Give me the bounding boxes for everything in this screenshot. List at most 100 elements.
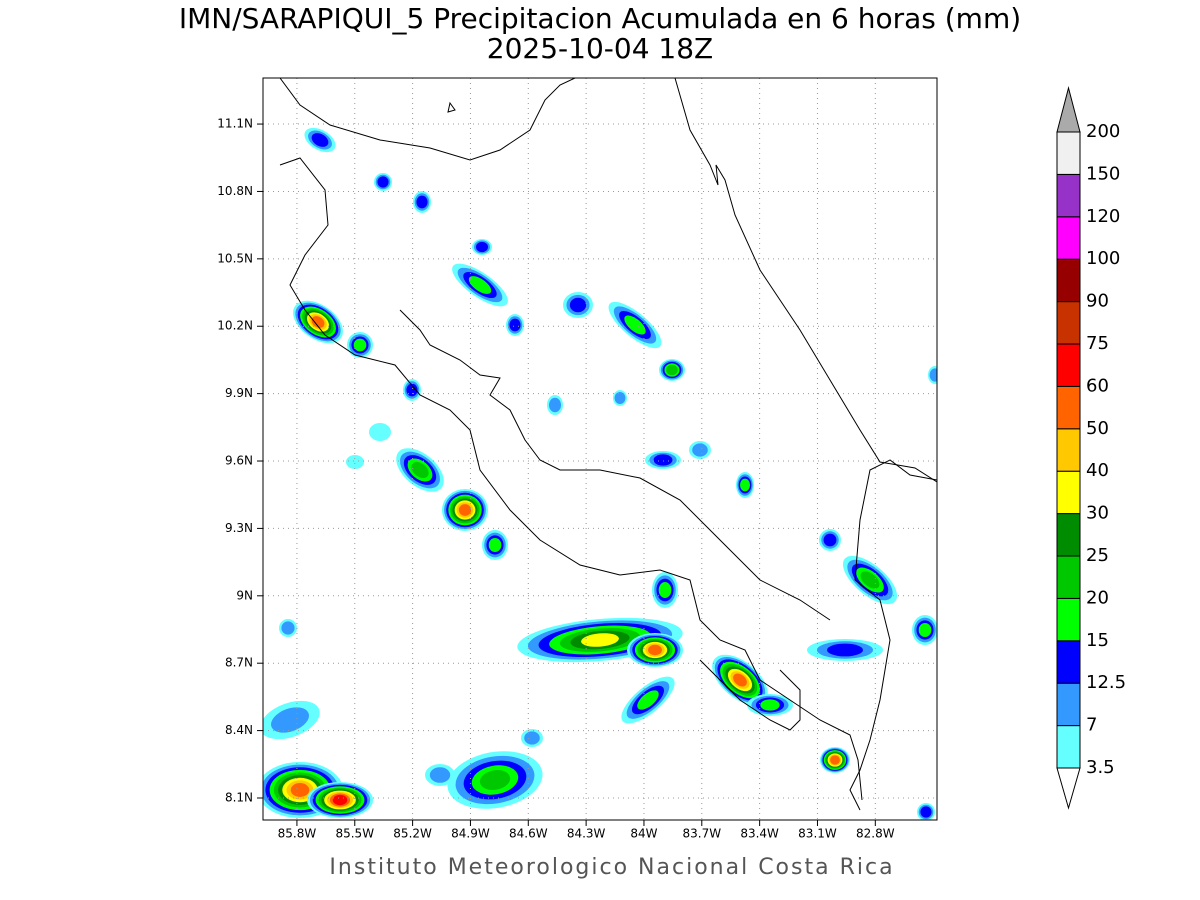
rain-area: [509, 318, 521, 332]
x-tick-label: 83.1W: [798, 827, 837, 841]
rain-area: [377, 176, 389, 188]
rain-area: [549, 397, 561, 413]
rain-area: [476, 241, 488, 253]
rain-area: [860, 571, 880, 589]
y-tick-label: 9.6N: [225, 454, 253, 468]
x-tick-label: 84W: [630, 827, 657, 841]
rain-area: [920, 806, 932, 818]
y-tick-label: 10.8N: [217, 184, 253, 198]
y-tick-label: 8.1N: [225, 790, 253, 804]
colorbar-under: [1056, 767, 1081, 810]
colorbar-band: [1056, 301, 1081, 345]
rain-area: [346, 455, 364, 469]
colorbar-band: [1056, 640, 1081, 684]
rain-area: [760, 699, 780, 711]
coastlines: [279, 78, 937, 811]
colorbar-label: 100: [1086, 248, 1120, 269]
colorbar-label: 60: [1086, 375, 1109, 396]
rain-area: [692, 443, 708, 457]
rain-area: [468, 276, 492, 294]
colorbar-band: [1056, 682, 1081, 727]
x-tick-label: 85.5W: [335, 827, 374, 841]
colorbar-band: [1056, 385, 1081, 430]
y-tick-label: 10.5N: [217, 251, 253, 265]
rain-area: [733, 673, 747, 687]
coastline: [854, 459, 937, 581]
colorbar-band: [1056, 555, 1081, 599]
x-tick-label: 83.7W: [682, 827, 721, 841]
subtitle: 2025-10-04 18Z: [487, 32, 713, 65]
x-tick-label: 84.3W: [567, 827, 606, 841]
rain-area: [830, 755, 840, 765]
y-tick-label: 9.3N: [225, 521, 253, 535]
colorbar-label: 200: [1086, 121, 1120, 142]
rain-area: [581, 633, 619, 647]
colorbar-band: [1056, 343, 1081, 387]
rain-area: [416, 195, 428, 209]
rain-area: [658, 582, 672, 598]
x-tick-label: 85.2W: [393, 827, 432, 841]
grid: 85.8W 85.5W 85.2W 84.9W 84.6W 84.3W 84W 83.7W 83…: [217, 78, 937, 841]
y-tick-label: 10.2N: [217, 319, 253, 333]
rain-area: [524, 731, 540, 745]
rain-area: [648, 644, 662, 656]
rain-area: [653, 454, 673, 466]
x-tick-label: 82.8W: [856, 827, 895, 841]
rain-area: [929, 368, 937, 382]
colorbar-label: 3.5: [1086, 757, 1115, 778]
island: [447, 101, 456, 113]
x-tick-label: 83.4W: [740, 827, 779, 841]
coastline: [279, 157, 863, 801]
colorbar-label: 25: [1086, 545, 1109, 566]
plot-frame: [262, 77, 938, 821]
rain-area: [823, 533, 837, 547]
rain-area: [429, 767, 451, 783]
coastline: [849, 579, 891, 811]
rain-area: [332, 794, 348, 806]
colorbar-label: 50: [1086, 418, 1109, 439]
colorbar-label: 90: [1086, 291, 1109, 312]
rain-area: [740, 478, 750, 492]
x-tick-label: 84.9W: [451, 827, 490, 841]
colorbar-band: [1056, 725, 1081, 769]
title: IMN/SARAPIQUI_5 Precipitacion Acumulada …: [179, 2, 1021, 35]
rain-area: [270, 707, 310, 733]
rain-area: [624, 315, 646, 335]
colorbar-label: 15: [1086, 630, 1109, 651]
coastline: [674, 78, 937, 483]
rain-area: [918, 623, 932, 637]
rain-area: [369, 423, 391, 441]
rain-area: [666, 364, 678, 376]
y-tick-label: 9N: [236, 588, 253, 602]
colorbar-band: [1056, 216, 1081, 260]
y-tick-label: 8.7N: [225, 656, 253, 670]
rain-area: [406, 383, 418, 397]
colorbar-band: [1056, 173, 1081, 218]
colorbar: 3.5 7 12.5 15 20 25 30 40 50 60 75 90 100 120 150 200: [1056, 86, 1126, 810]
colorbar-over: [1056, 86, 1081, 133]
x-tick-label: 84.6W: [509, 827, 548, 841]
colorbar-label: 40: [1086, 460, 1109, 481]
rain-area: [411, 461, 429, 479]
y-tick-label: 9.9N: [225, 386, 253, 400]
colorbar-band: [1056, 513, 1081, 557]
colorbar-label: 12.5: [1086, 672, 1126, 693]
rain-area: [353, 338, 367, 352]
coastline: [279, 78, 576, 161]
rain-area: [458, 504, 472, 516]
rain-area: [281, 621, 295, 635]
rain-area: [827, 643, 863, 657]
colorbar-label: 20: [1086, 587, 1109, 608]
rain-area: [311, 316, 325, 328]
rain-area: [311, 133, 329, 147]
colorbar-label: 30: [1086, 503, 1109, 524]
precipitation-field: [263, 127, 937, 820]
coastline: [399, 309, 831, 621]
colorbar-label: 150: [1086, 163, 1120, 184]
credit: Instituto Meteorologico Nacional Costa R…: [329, 855, 894, 880]
colorbar-band: [1056, 428, 1081, 472]
rain-area: [479, 769, 511, 791]
rain-area: [637, 690, 659, 710]
colorbar-label: 7: [1086, 715, 1097, 736]
rain-area: [488, 538, 502, 552]
